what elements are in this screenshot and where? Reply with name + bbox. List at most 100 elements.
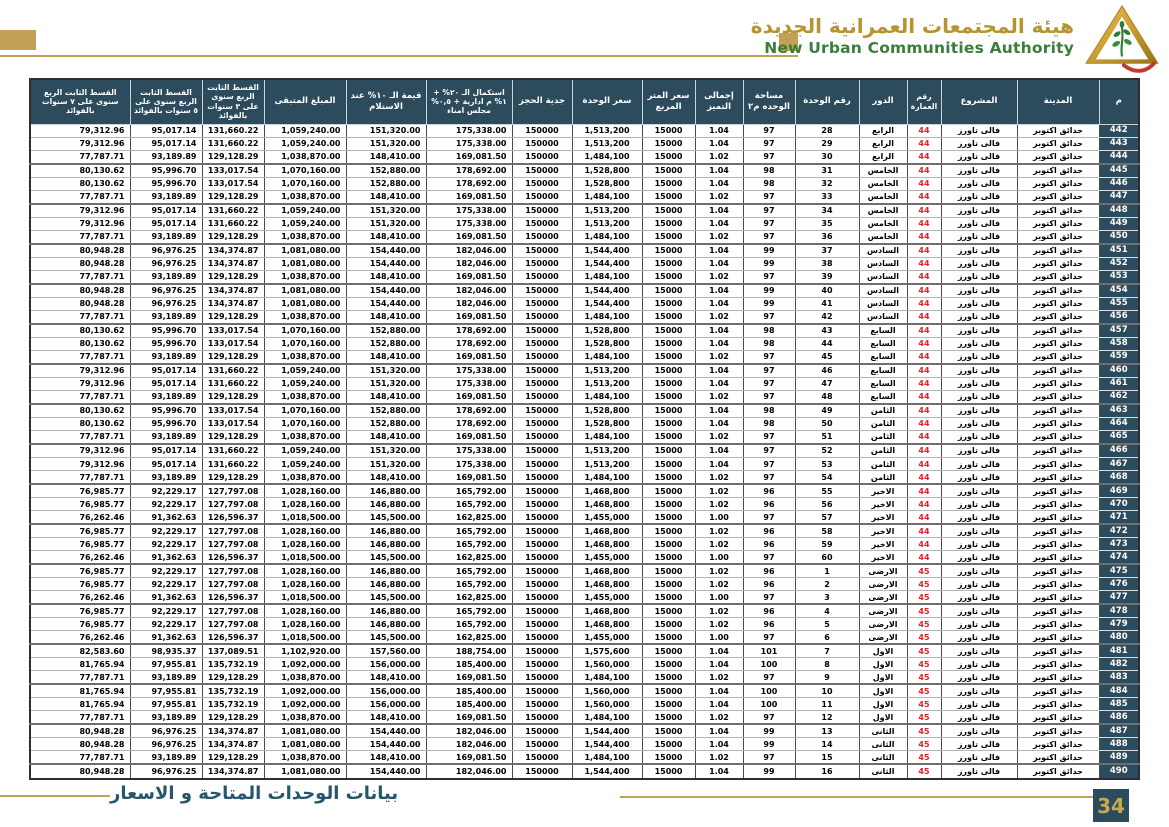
cell-unit: 8	[794, 657, 860, 672]
cell-premium: 1.02	[694, 710, 744, 726]
cell-area: 97	[742, 590, 796, 606]
cell-unit: 33	[794, 190, 860, 205]
cell-meter_price: 15000	[641, 297, 696, 311]
cell-unit: 48	[794, 390, 860, 405]
cell-installment_5y: 96,976.25	[129, 243, 203, 258]
cell-premium: 1.04	[694, 417, 744, 431]
cell-area: 96	[742, 604, 796, 619]
cell-floor: الثانى	[858, 724, 908, 739]
cell-installment_5y: 98,935.37	[129, 644, 203, 659]
table-row: 454 حدائق اكتوبر فالى تاورز 44 السادس 40 99 1.0…	[29, 283, 1140, 298]
col-header-meter_price: سعر المتر المربع	[641, 78, 696, 125]
table-row: 451 حدائق اكتوبر فالى تاورز 44 السادس 37 99 1.0…	[29, 243, 1140, 258]
cell-project: فالى تاورز	[940, 670, 1018, 686]
cell-city: حدائق اكتوبر	[1016, 710, 1100, 726]
cell-premium: 1.04	[694, 684, 744, 699]
cell-project: فالى تاورز	[940, 243, 1018, 258]
cell-installment_3y: 135,732.19	[201, 684, 265, 699]
cell-completion_20: 178,692.00	[425, 417, 513, 431]
cell-floor: الخامس	[858, 163, 908, 178]
cell-installment_7y: 77,787.71	[29, 270, 131, 285]
cell-deposit: 150000	[511, 363, 573, 378]
col-header-installment_3y: القسط الثابت الربع سنوى على ٣ سنوات بالف…	[201, 78, 265, 125]
cell-premium: 1.04	[694, 137, 744, 151]
cell-remaining: 1,028,160.00	[263, 577, 347, 592]
cell-installment_3y: 129,128.29	[201, 710, 265, 726]
cell-unit: 14	[794, 737, 860, 752]
cell-delivery_10: 156,000.00	[345, 657, 427, 672]
cell-remaining: 1,070,160.00	[263, 177, 347, 191]
cell-floor: الخامس	[858, 190, 908, 205]
cell-installment_3y: 133,017.54	[201, 177, 265, 191]
cell-premium: 1.02	[694, 350, 744, 365]
cell-city: حدائق اكتوبر	[1016, 737, 1100, 752]
cell-installment_5y: 91,362.63	[129, 590, 203, 606]
cell-floor: الارضى	[858, 604, 908, 619]
cell-project: فالى تاورز	[940, 350, 1018, 365]
cell-installment_7y: 77,787.71	[29, 350, 131, 365]
cell-unit: 6	[794, 630, 860, 646]
cell-premium: 1.04	[694, 443, 744, 458]
cell-unit: 35	[794, 217, 860, 231]
cell-installment_5y: 95,996.70	[129, 323, 203, 338]
cell-city: حدائق اكتوبر	[1016, 724, 1100, 739]
col-header-premium: إجمالى التميز	[694, 78, 744, 125]
cell-installment_3y: 137,089.51	[201, 644, 265, 659]
cell-city: حدائق اكتوبر	[1016, 497, 1100, 512]
cell-city: حدائق اكتوبر	[1016, 270, 1100, 285]
cell-installment_3y: 134,374.87	[201, 243, 265, 258]
cell-project: فالى تاورز	[940, 297, 1018, 311]
cell-city: حدائق اكتوبر	[1016, 283, 1100, 298]
table-row: 490 حدائق اكتوبر فالى تاورز 45 الثانى 16 99 1.0…	[29, 764, 1140, 780]
cell-deposit: 150000	[511, 550, 573, 566]
cell-installment_3y: 129,128.29	[201, 150, 265, 165]
cell-premium: 1.04	[694, 297, 744, 311]
cell-city: حدائق اكتوبر	[1016, 337, 1100, 351]
cell-meter_price: 15000	[641, 457, 696, 471]
cell-project: فالى تاورز	[940, 697, 1018, 712]
cell-project: فالى تاورز	[940, 617, 1018, 632]
table-row: 464 حدائق اكتوبر فالى تاورز 44 الثامن 50 98 1.0…	[29, 417, 1140, 431]
cell-unit_price: 1,484,100	[571, 390, 643, 405]
cell-installment_3y: 129,128.29	[201, 670, 265, 686]
cell-installment_7y: 77,787.71	[29, 230, 131, 245]
cell-area: 98	[742, 163, 796, 178]
cell-project: فالى تاورز	[940, 577, 1018, 592]
cell-installment_5y: 93,189.89	[129, 430, 203, 445]
cell-building: 44	[906, 363, 942, 378]
cell-city: حدائق اكتوبر	[1016, 644, 1100, 659]
cell-deposit: 150000	[511, 390, 573, 405]
cell-remaining: 1,102,920.00	[263, 644, 347, 659]
cell-installment_7y: 77,787.71	[29, 710, 131, 726]
cell-unit: 60	[794, 550, 860, 566]
cell-installment_7y: 80,130.62	[29, 417, 131, 431]
cell-city: حدائق اكتوبر	[1016, 443, 1100, 458]
cell-premium: 1.04	[694, 377, 744, 391]
cell-completion_20: 175,338.00	[425, 457, 513, 471]
col-header-remaining: المبلغ المتبقى	[263, 78, 347, 125]
cell-meter_price: 15000	[641, 524, 696, 539]
footer-caption: بيانات الوحدات المتاحة و الاسعار	[110, 783, 399, 804]
table-row: 444 حدائق اكتوبر فالى تاورز 44 الرابع 30 97 1.0…	[29, 150, 1140, 165]
cell-delivery_10: 154,440.00	[345, 724, 427, 739]
cell-city: حدائق اكتوبر	[1016, 377, 1100, 391]
cell-area: 99	[742, 283, 796, 298]
cell-meter_price: 15000	[641, 684, 696, 699]
cell-completion_20: 182,046.00	[425, 283, 513, 298]
cell-project: فالى تاورز	[940, 283, 1018, 298]
cell-deposit: 150000	[511, 323, 573, 338]
cell-completion_20: 162,825.00	[425, 590, 513, 606]
cell-remaining: 1,059,240.00	[263, 457, 347, 471]
cell-unit_price: 1,484,100	[571, 710, 643, 726]
cell-area: 96	[742, 564, 796, 579]
cell-delivery_10: 148,410.00	[345, 150, 427, 165]
cell-installment_7y: 80,948.28	[29, 257, 131, 271]
cell-project: فالى تاورز	[940, 203, 1018, 218]
cell-delivery_10: 152,880.00	[345, 163, 427, 178]
table-row: 485 حدائق اكتوبر فالى تاورز 45 الاول 11 100 1.0…	[29, 697, 1140, 712]
cell-city: حدائق اكتوبر	[1016, 177, 1100, 191]
cell-remaining: 1,028,160.00	[263, 524, 347, 539]
cell-delivery_10: 146,880.00	[345, 577, 427, 592]
table-row: 465 حدائق اكتوبر فالى تاورز 44 الثامن 51 97 1.0…	[29, 430, 1140, 445]
